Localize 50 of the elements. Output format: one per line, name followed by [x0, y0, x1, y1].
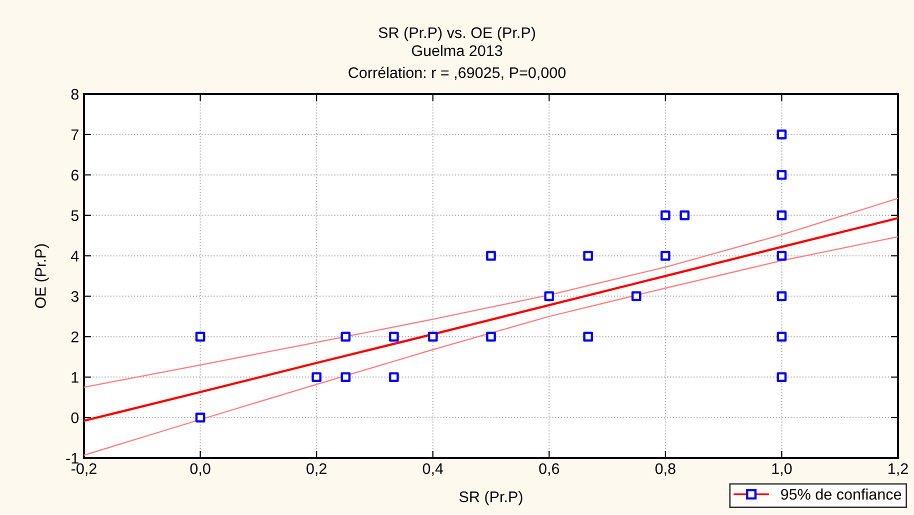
line-series [84, 236, 898, 456]
point [776, 250, 787, 261]
point [312, 372, 322, 382]
y-tick-label: -1 [66, 453, 78, 464]
x-tick-label: 1,2 [888, 463, 908, 476]
point [660, 250, 670, 261]
point [776, 170, 787, 180]
x-axis-title: SR (Pr.P) [459, 490, 522, 506]
point [388, 332, 399, 342]
y-tick-label: 8 [71, 88, 78, 100]
point [680, 210, 690, 220]
point [195, 412, 206, 422]
x-tick-label: -0,2 [72, 463, 96, 476]
point [340, 332, 351, 342]
x-tick-label: 0,2 [306, 463, 326, 476]
x-tick-label: 1,0 [772, 463, 792, 476]
y-tick-label: 2 [71, 332, 78, 342]
point [583, 332, 594, 342]
line-series [84, 198, 898, 388]
x-tick-label: 0,4 [422, 463, 444, 476]
y-axis-title: OE (Pr.P) [34, 244, 49, 308]
y-tick-label: 1 [72, 372, 78, 383]
y-tick-label: 7 [71, 129, 78, 140]
x-tick-label: 0,0 [190, 463, 210, 476]
point [388, 372, 399, 382]
x-tick-label: 0,6 [539, 463, 560, 476]
point [776, 291, 787, 302]
point [428, 332, 438, 342]
x-tick-label: 0,8 [655, 463, 676, 476]
point [631, 291, 642, 302]
y-tick-label: 5 [71, 210, 78, 222]
y-tick-label: 4 [70, 250, 79, 262]
point [776, 210, 787, 220]
y-tick-label: 6 [71, 170, 78, 181]
point [486, 332, 496, 342]
point [544, 291, 554, 302]
point [660, 210, 670, 220]
line-series [84, 217, 898, 422]
point [486, 250, 496, 261]
y-tick-label: 0 [71, 412, 79, 424]
point [776, 332, 787, 342]
chart-title: SR (Pr.P) vs. OE (Pr.P) [378, 26, 535, 42]
point [340, 372, 351, 382]
point [195, 332, 206, 342]
legend-label: 95% de confiance [781, 488, 902, 500]
point [776, 372, 787, 382]
chart-subtitle: Guelma 2013 Corrélation: r = ,69025, P=0,000 [348, 44, 566, 80]
point [583, 250, 594, 261]
point [776, 130, 787, 140]
y-tick-label: 3 [71, 291, 78, 302]
